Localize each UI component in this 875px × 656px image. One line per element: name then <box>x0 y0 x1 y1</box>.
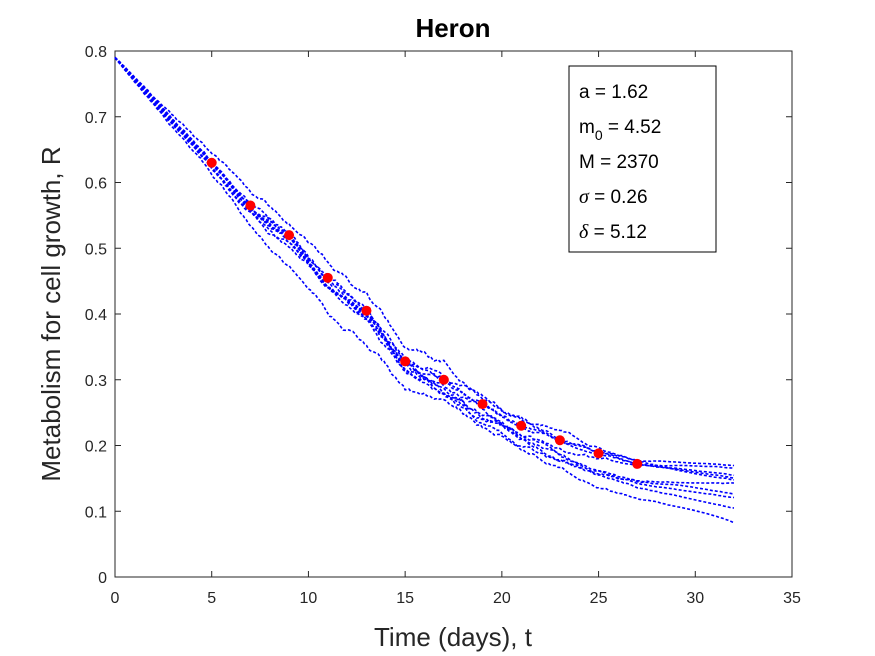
y-tick-label: 0.5 <box>85 241 107 258</box>
simulation-series-layer <box>114 56 735 524</box>
axis-ticks: 0 5 10 15 20 25 30 35 0 0.1 0.2 0.3 0.4 0.5 0.6 0.7 0.8 <box>85 44 801 607</box>
simulation-line-9 <box>114 57 734 509</box>
observed-point <box>361 305 372 316</box>
x-tick-label: 25 <box>590 590 608 607</box>
observed-point <box>516 420 527 431</box>
y-tick-label: 0.7 <box>85 110 107 127</box>
observed-point <box>400 356 411 367</box>
simulation-line-5 <box>114 57 735 481</box>
x-tick-label: 35 <box>783 590 801 607</box>
y-axis-label: Metabolism for cell growth, R <box>36 146 66 481</box>
simulation-line-8 <box>114 57 735 499</box>
y-tick-label: 0.4 <box>85 307 107 324</box>
chart-title: Heron <box>415 13 490 43</box>
y-tick-label: 0.6 <box>85 176 107 193</box>
simulation-line-7 <box>114 56 735 495</box>
x-tick-label: 5 <box>207 590 216 607</box>
observed-point <box>284 230 295 241</box>
parameter-line: M = 2370 <box>579 152 659 173</box>
observed-point <box>245 200 256 211</box>
x-tick-label: 20 <box>493 590 511 607</box>
parameter-line: σ = 0.26 <box>579 186 648 208</box>
simulation-line-10 <box>114 56 735 524</box>
observed-point <box>477 399 488 410</box>
observed-point <box>632 458 643 469</box>
x-tick-label: 30 <box>686 590 704 607</box>
parameter-line: δ = 5.12 <box>579 221 647 243</box>
parameters-box: a = 1.62 m0 = 4.52 M = 2370 σ = 0.26 δ = 5.1… <box>568 65 717 253</box>
y-tick-label: 0 <box>98 570 107 587</box>
observed-point <box>322 272 333 283</box>
parameters-box-lines: a = 1.62 m0 = 4.52 M = 2370 σ = 0.26 δ = 5.1… <box>579 82 661 243</box>
parameters-box-frame <box>568 65 717 253</box>
simulation-line-3 <box>114 57 735 477</box>
observed-point <box>593 448 604 459</box>
x-axis-label: Time (days), t <box>374 622 533 652</box>
x-tick-label: 10 <box>300 590 318 607</box>
y-tick-label: 0.8 <box>85 44 107 61</box>
parameter-line: a = 1.62 <box>579 82 648 103</box>
y-tick-label: 0.1 <box>85 504 107 521</box>
observed-points-layer <box>206 157 643 469</box>
observed-point <box>206 157 217 168</box>
observed-point <box>554 435 565 446</box>
x-tick-label: 15 <box>396 590 414 607</box>
parameter-line: m0 = 4.52 <box>579 117 661 143</box>
y-tick-label: 0.3 <box>85 373 107 390</box>
y-tick-label: 0.2 <box>85 439 107 456</box>
x-tick-label: 0 <box>111 590 120 607</box>
observed-point <box>438 374 449 385</box>
